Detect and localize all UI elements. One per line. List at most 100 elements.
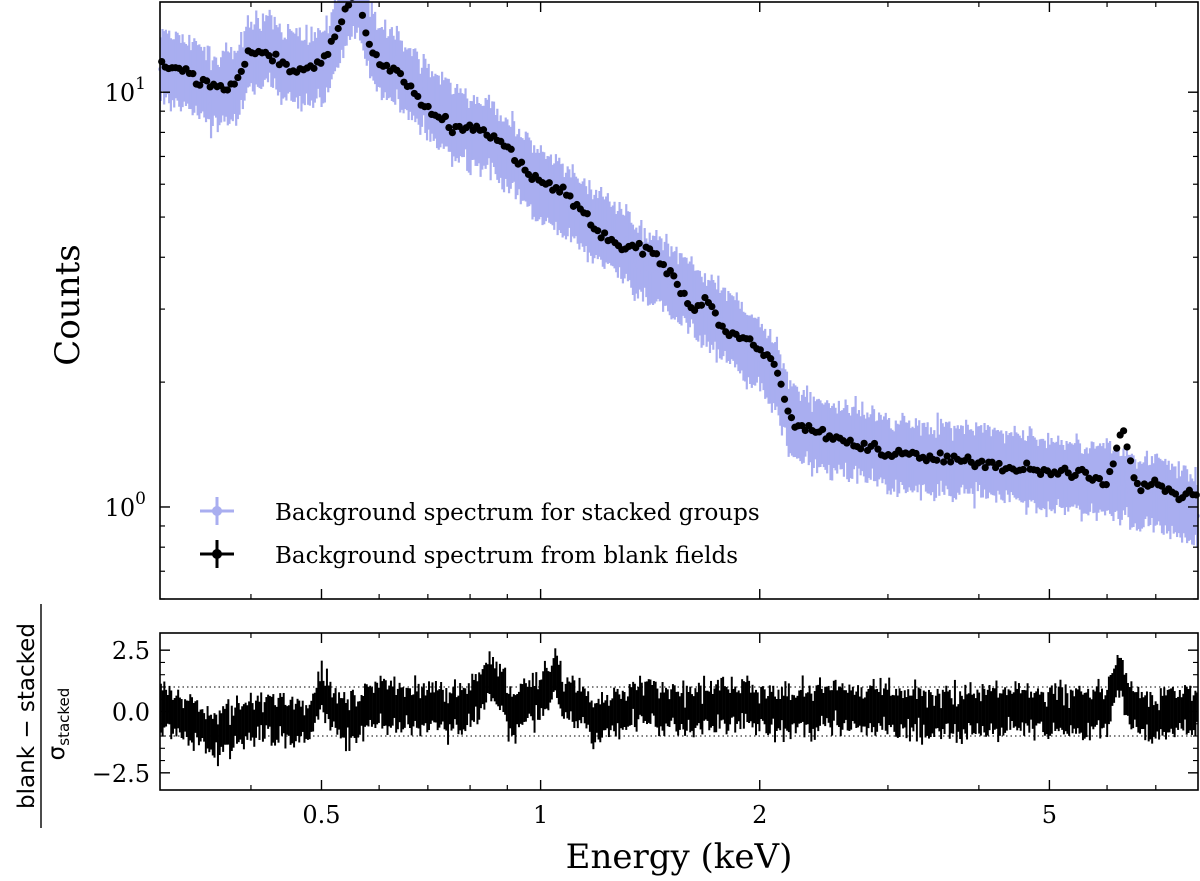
blank-point: [594, 227, 602, 235]
y-tick-label: 101: [105, 74, 146, 107]
residual-label-denominator: σstacked: [44, 688, 73, 761]
blank-point: [943, 452, 951, 460]
blank-point: [566, 192, 574, 200]
blank-point: [1130, 474, 1138, 482]
blank-point: [479, 126, 488, 134]
blank-point: [189, 70, 197, 78]
blank-point: [230, 80, 238, 88]
blank-point: [860, 439, 868, 447]
blank-point: [981, 463, 989, 472]
residual-label-sigma: σ: [44, 746, 70, 761]
blank-point: [680, 289, 688, 297]
residual-label-numerator: blank − stacked: [14, 623, 40, 809]
blank-point: [670, 272, 678, 280]
residual-y-tick-label: 2.5: [112, 637, 150, 665]
y-axis-label: Counts: [48, 244, 88, 365]
blank-point: [324, 50, 332, 59]
blank-point: [1102, 481, 1110, 489]
blank-point: [282, 60, 290, 68]
blank-point: [659, 260, 668, 269]
x-tick-label: 5: [1042, 801, 1057, 829]
x-axis-label: Energy (keV): [566, 837, 793, 877]
legend-marker-stacked: [200, 497, 234, 525]
axes-layer: 0.5 1 2 5 100 101 2.5 0.0 −2.5: [92, 2, 1198, 829]
blank-point: [268, 57, 277, 65]
blank-point: [241, 60, 249, 68]
blank-point: [358, 11, 367, 19]
blank-point: [708, 302, 716, 311]
series-residuals: [159, 648, 1199, 767]
blank-point: [1137, 487, 1145, 495]
blank-point: [787, 414, 796, 422]
residual-y-tick-label: −2.5: [92, 760, 150, 788]
blank-point: [652, 250, 661, 258]
blank-point: [1113, 444, 1121, 452]
blank-point: [995, 459, 1003, 468]
blank-point: [718, 322, 726, 330]
blank-point: [372, 51, 380, 59]
blank-point: [846, 436, 854, 444]
residual-panel-frame: [159, 632, 1199, 791]
blank-point: [697, 301, 706, 309]
blank-point: [639, 250, 647, 258]
blank-point: [870, 439, 879, 448]
blank-point: [666, 266, 674, 275]
blank-point: [1109, 460, 1117, 468]
blank-point: [317, 59, 325, 67]
blank-point: [223, 86, 232, 94]
x-tick-label: 1: [533, 801, 548, 829]
blank-point: [441, 112, 450, 121]
x-tick-label: 2: [752, 801, 767, 829]
blank-point: [635, 239, 643, 248]
blank-point: [559, 183, 567, 191]
legend: Background spectrum for stacked groups B…: [200, 497, 760, 569]
blank-point: [424, 102, 432, 111]
blank-point: [448, 128, 456, 137]
blank-point: [1120, 427, 1128, 435]
blank-point: [1019, 465, 1027, 474]
blank-point: [396, 69, 405, 78]
blank-point: [349, 0, 355, 1]
blank-point: [777, 380, 785, 388]
blank-point: [978, 457, 986, 465]
main-panel-marks: [158, 0, 1200, 547]
blank-point: [940, 458, 948, 466]
blank-point: [445, 123, 453, 132]
blank-point: [265, 52, 273, 60]
blank-point: [964, 453, 972, 461]
blank-point: [746, 335, 754, 343]
blank-point: [344, 1, 353, 9]
blank-point: [365, 40, 373, 48]
blank-point: [774, 369, 782, 377]
main-panel-frame: [159, 1, 1199, 600]
blank-point: [545, 179, 553, 187]
blank-point: [466, 121, 474, 129]
blank-point: [334, 24, 342, 33]
blank-point: [583, 210, 591, 218]
blank-point: [1071, 471, 1079, 480]
residual-label-subscript: stacked: [55, 688, 73, 746]
blank-point: [857, 445, 865, 453]
blank-point: [196, 81, 204, 89]
y-tick-label: 100: [105, 489, 146, 522]
blank-point: [1106, 467, 1114, 476]
blank-point: [767, 355, 775, 363]
blank-point: [383, 61, 391, 69]
x-tick-label: 0.5: [302, 801, 340, 829]
blank-point: [874, 445, 882, 453]
blank-point: [362, 29, 370, 37]
blank-point: [1081, 468, 1090, 476]
blank-point: [1095, 475, 1103, 483]
blank-point: [517, 158, 526, 166]
blank-point: [1023, 459, 1031, 467]
blank-point: [780, 395, 789, 403]
blank-point: [1123, 443, 1131, 451]
blank-point: [711, 309, 719, 317]
blank-point: [988, 458, 996, 466]
blank-point: [507, 145, 515, 153]
legend-label-blank: Background spectrum from blank fields: [275, 543, 738, 569]
residual-y-label: blank − stacked σstacked: [14, 604, 73, 828]
blank-point: [756, 346, 764, 354]
blank-point: [601, 229, 609, 237]
